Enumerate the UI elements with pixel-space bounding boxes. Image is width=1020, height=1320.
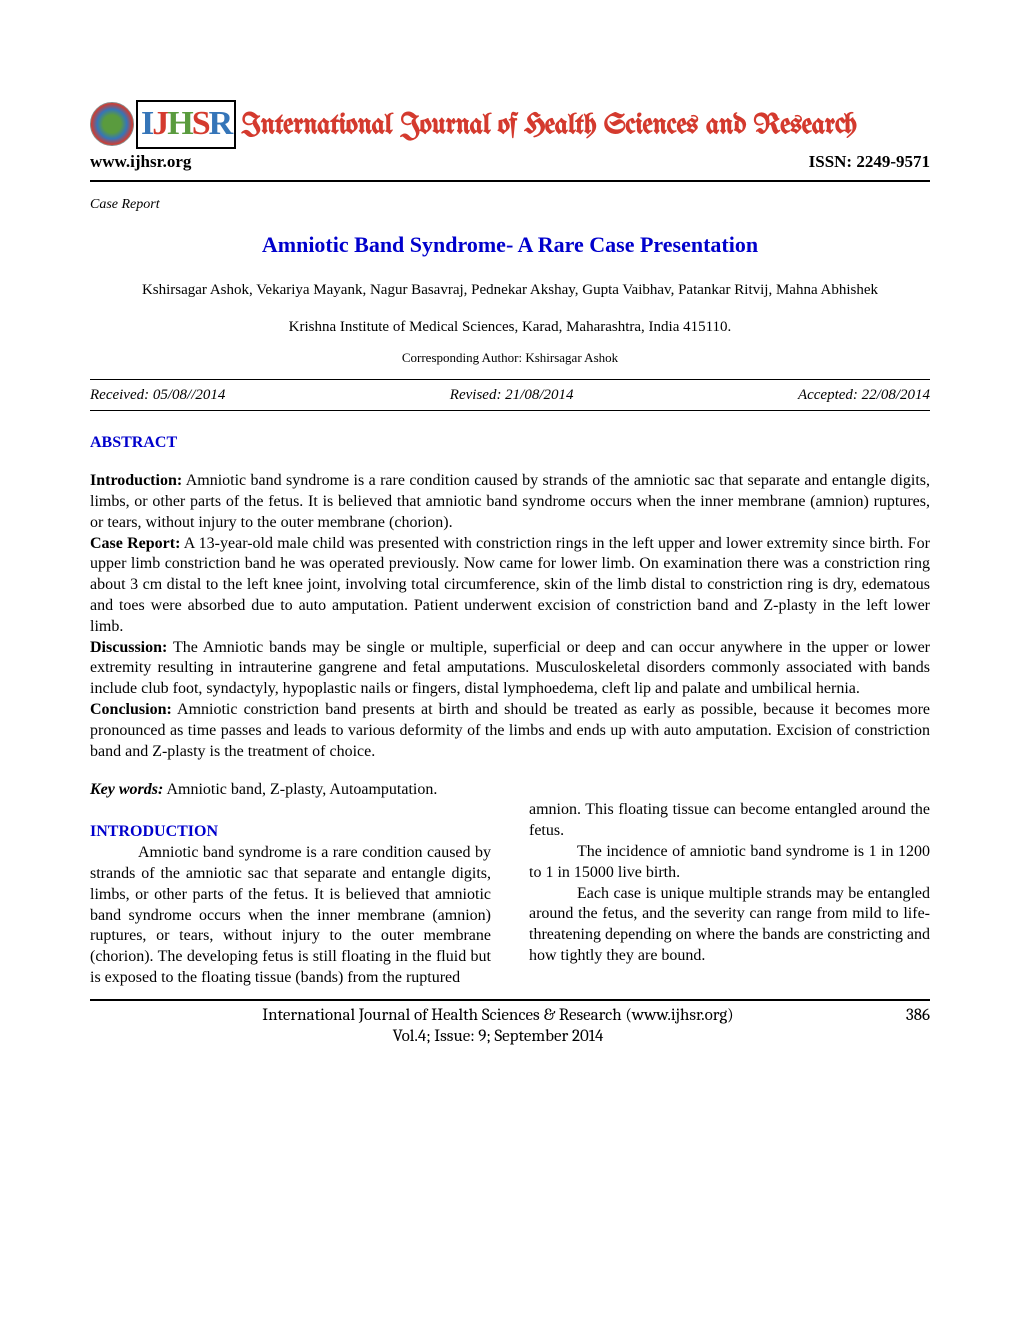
- page-footer: International Journal of Health Sciences…: [90, 999, 930, 1048]
- intro-p3: The incidence of amniotic band syndrome …: [529, 842, 930, 884]
- seal-icon: [90, 102, 134, 146]
- intro-p4: Each case is unique multiple strands may…: [529, 884, 930, 967]
- journal-url: www.ijhsr.org: [90, 151, 191, 172]
- intro-text: Amniotic band syndrome is a rare conditi…: [90, 472, 930, 531]
- disc-lead: Discussion:: [90, 639, 167, 656]
- abstract-heading: ABSTRACT: [90, 433, 930, 453]
- keywords: Key words: Amniotic band, Z-plasty, Auto…: [90, 780, 930, 800]
- case-lead: Case Report:: [90, 535, 180, 552]
- conc-text: Amniotic constriction band presents at b…: [90, 701, 930, 760]
- authors: Kshirsagar Ashok, Vekariya Mayank, Nagur…: [90, 281, 930, 300]
- abstract-body: Introduction: Amniotic band syndrome is …: [90, 471, 930, 762]
- journal-logo: IJHSR: [90, 100, 236, 149]
- disc-text: The Amniotic bands may be single or mult…: [90, 639, 930, 698]
- url-issn-row: www.ijhsr.org ISSN: 2249-9571: [90, 151, 930, 182]
- intro-p1: Amniotic band syndrome is a rare conditi…: [90, 843, 491, 989]
- issn-label: ISSN: 2249-9571: [809, 151, 930, 172]
- ijhsr-acronym: IJHSR: [136, 100, 236, 149]
- journal-header: IJHSR International Journal of Health Sc…: [90, 100, 930, 149]
- footer-journal: International Journal of Health Sciences…: [90, 1005, 906, 1026]
- journal-title: International Journal of Health Sciences…: [241, 108, 856, 148]
- body-columns: INTRODUCTION Amniotic band syndrome is a…: [90, 800, 930, 988]
- abstract-conclusion: Conclusion: Amniotic constriction band p…: [90, 700, 930, 762]
- intro-lead: Introduction:: [90, 472, 182, 489]
- case-text: A 13-year-old male child was presented w…: [90, 535, 930, 635]
- footer-center: International Journal of Health Sciences…: [90, 1005, 906, 1048]
- revised-date: Revised: 21/08/2014: [450, 386, 574, 405]
- intro-p2: amnion. This floating tissue can become …: [529, 800, 930, 842]
- section-type: Case Report: [90, 196, 930, 214]
- abstract-intro: Introduction: Amniotic band syndrome is …: [90, 471, 930, 533]
- article-title: Amniotic Band Syndrome- A Rare Case Pres…: [90, 231, 930, 259]
- received-date: Received: 05/08//2014: [90, 386, 225, 405]
- page-number: 386: [906, 1005, 930, 1026]
- intro-heading: INTRODUCTION: [90, 822, 491, 843]
- column-right: amnion. This floating tissue can become …: [529, 800, 930, 988]
- abstract-case: Case Report: A 13-year-old male child wa…: [90, 534, 930, 638]
- keywords-body: Amniotic band, Z-plasty, Autoamputation.: [163, 781, 437, 798]
- footer-issue: Vol.4; Issue: 9; September 2014: [90, 1026, 906, 1047]
- conc-lead: Conclusion:: [90, 701, 172, 718]
- accepted-date: Accepted: 22/08/2014: [798, 386, 930, 405]
- column-left: INTRODUCTION Amniotic band syndrome is a…: [90, 800, 491, 988]
- abstract-discussion: Discussion: The Amniotic bands may be si…: [90, 638, 930, 700]
- keywords-lead: Key words:: [90, 781, 163, 798]
- corresponding-author: Corresponding Author: Kshirsagar Ashok: [90, 350, 930, 366]
- dates-row: Received: 05/08//2014 Revised: 21/08/201…: [90, 379, 930, 412]
- affiliation: Krishna Institute of Medical Sciences, K…: [90, 318, 930, 337]
